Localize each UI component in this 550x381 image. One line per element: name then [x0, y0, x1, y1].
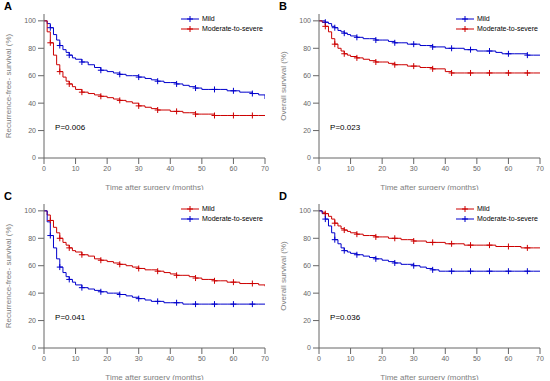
svg-text:Time after surgery (months): Time after surgery (months) [380, 183, 479, 190]
svg-text:40: 40 [166, 165, 174, 172]
svg-text:70: 70 [536, 355, 542, 362]
svg-text:100: 100 [24, 207, 36, 214]
svg-text:30: 30 [135, 165, 143, 172]
svg-text:40: 40 [28, 290, 36, 297]
svg-text:70: 70 [261, 165, 269, 172]
html-text:P=0.036: P=0.036 [330, 313, 361, 323]
html-text:Moderate-to-severe: Moderate-to-severe [476, 215, 538, 222]
html-text:C: C [4, 190, 12, 202]
html-text:D: D [279, 190, 287, 202]
svg-text:50: 50 [473, 355, 481, 362]
svg-text:0: 0 [32, 344, 36, 351]
svg-text:60: 60 [303, 72, 311, 79]
svg-text:70: 70 [261, 355, 269, 362]
svg-text:20: 20 [28, 127, 36, 134]
html-text:Mild: Mild [476, 205, 490, 212]
svg-text:60: 60 [505, 355, 513, 362]
svg-text:Recurrence-free- survival (%): Recurrence-free- survival (%) [8, 33, 13, 138]
svg-text:20: 20 [103, 165, 111, 172]
svg-text:Time after surgery (months): Time after surgery (months) [105, 183, 204, 190]
svg-text:60: 60 [230, 165, 238, 172]
svg-text:Recurrence-free- survival (%): Recurrence-free- survival (%) [8, 223, 13, 328]
svg-text:0: 0 [42, 165, 46, 172]
svg-text:40: 40 [28, 100, 36, 107]
svg-text:80: 80 [303, 45, 311, 52]
html-text:Mild: Mild [476, 15, 490, 22]
svg-text:20: 20 [378, 355, 386, 362]
svg-text:60: 60 [505, 165, 513, 172]
svg-text:10: 10 [347, 355, 355, 362]
svg-text:40: 40 [441, 165, 449, 172]
html-text:Moderate-to-severe: Moderate-to-severe [476, 25, 538, 32]
svg-text:20: 20 [303, 317, 311, 324]
svg-text:0: 0 [317, 355, 321, 362]
svg-text:10: 10 [72, 355, 80, 362]
svg-text:70: 70 [536, 165, 542, 172]
html-text:Mild: Mild [201, 205, 215, 212]
svg-text:0: 0 [42, 355, 46, 362]
svg-text:60: 60 [303, 262, 311, 269]
svg-text:0: 0 [32, 154, 36, 161]
svg-text:40: 40 [303, 290, 311, 297]
svg-text:30: 30 [135, 355, 143, 362]
svg-text:100: 100 [299, 207, 311, 214]
svg-text:80: 80 [28, 45, 36, 52]
svg-text:20: 20 [303, 127, 311, 134]
html-text:P=0.023: P=0.023 [330, 123, 361, 133]
svg-text:40: 40 [303, 100, 311, 107]
svg-text:40: 40 [441, 355, 449, 362]
svg-text:20: 20 [378, 165, 386, 172]
svg-text:30: 30 [410, 165, 418, 172]
svg-text:20: 20 [103, 355, 111, 362]
svg-text:50: 50 [198, 355, 206, 362]
html-text:B: B [279, 0, 287, 12]
svg-text:100: 100 [24, 17, 36, 24]
svg-text:30: 30 [410, 355, 418, 362]
svg-text:0: 0 [317, 165, 321, 172]
svg-text:50: 50 [198, 165, 206, 172]
svg-text:60: 60 [28, 72, 36, 79]
html-text:Mild: Mild [201, 15, 215, 22]
svg-text:Overall survival (%): Overall survival (%) [279, 51, 288, 121]
svg-text:60: 60 [28, 262, 36, 269]
svg-text:50: 50 [473, 165, 481, 172]
svg-text:10: 10 [347, 165, 355, 172]
svg-text:Time after surgery (months): Time after surgery (months) [380, 373, 479, 380]
svg-text:0: 0 [307, 154, 311, 161]
html-text:Moderate-to-severe: Moderate-to-severe [201, 25, 263, 32]
html-text:P=0.041: P=0.041 [55, 313, 86, 323]
svg-text:10: 10 [72, 165, 80, 172]
svg-text:40: 40 [166, 355, 174, 362]
svg-text:Overall survival (%): Overall survival (%) [279, 241, 288, 311]
svg-text:0: 0 [307, 344, 311, 351]
html-text:A: A [4, 0, 12, 12]
html-text:Moderate-to-severe: Moderate-to-severe [201, 215, 263, 222]
svg-text:Time after surgery (months): Time after surgery (months) [105, 373, 204, 380]
svg-text:60: 60 [230, 355, 238, 362]
svg-text:100: 100 [299, 17, 311, 24]
svg-text:80: 80 [28, 235, 36, 242]
svg-text:80: 80 [303, 235, 311, 242]
svg-text:20: 20 [28, 317, 36, 324]
html-text:P=0.006: P=0.006 [55, 123, 86, 133]
